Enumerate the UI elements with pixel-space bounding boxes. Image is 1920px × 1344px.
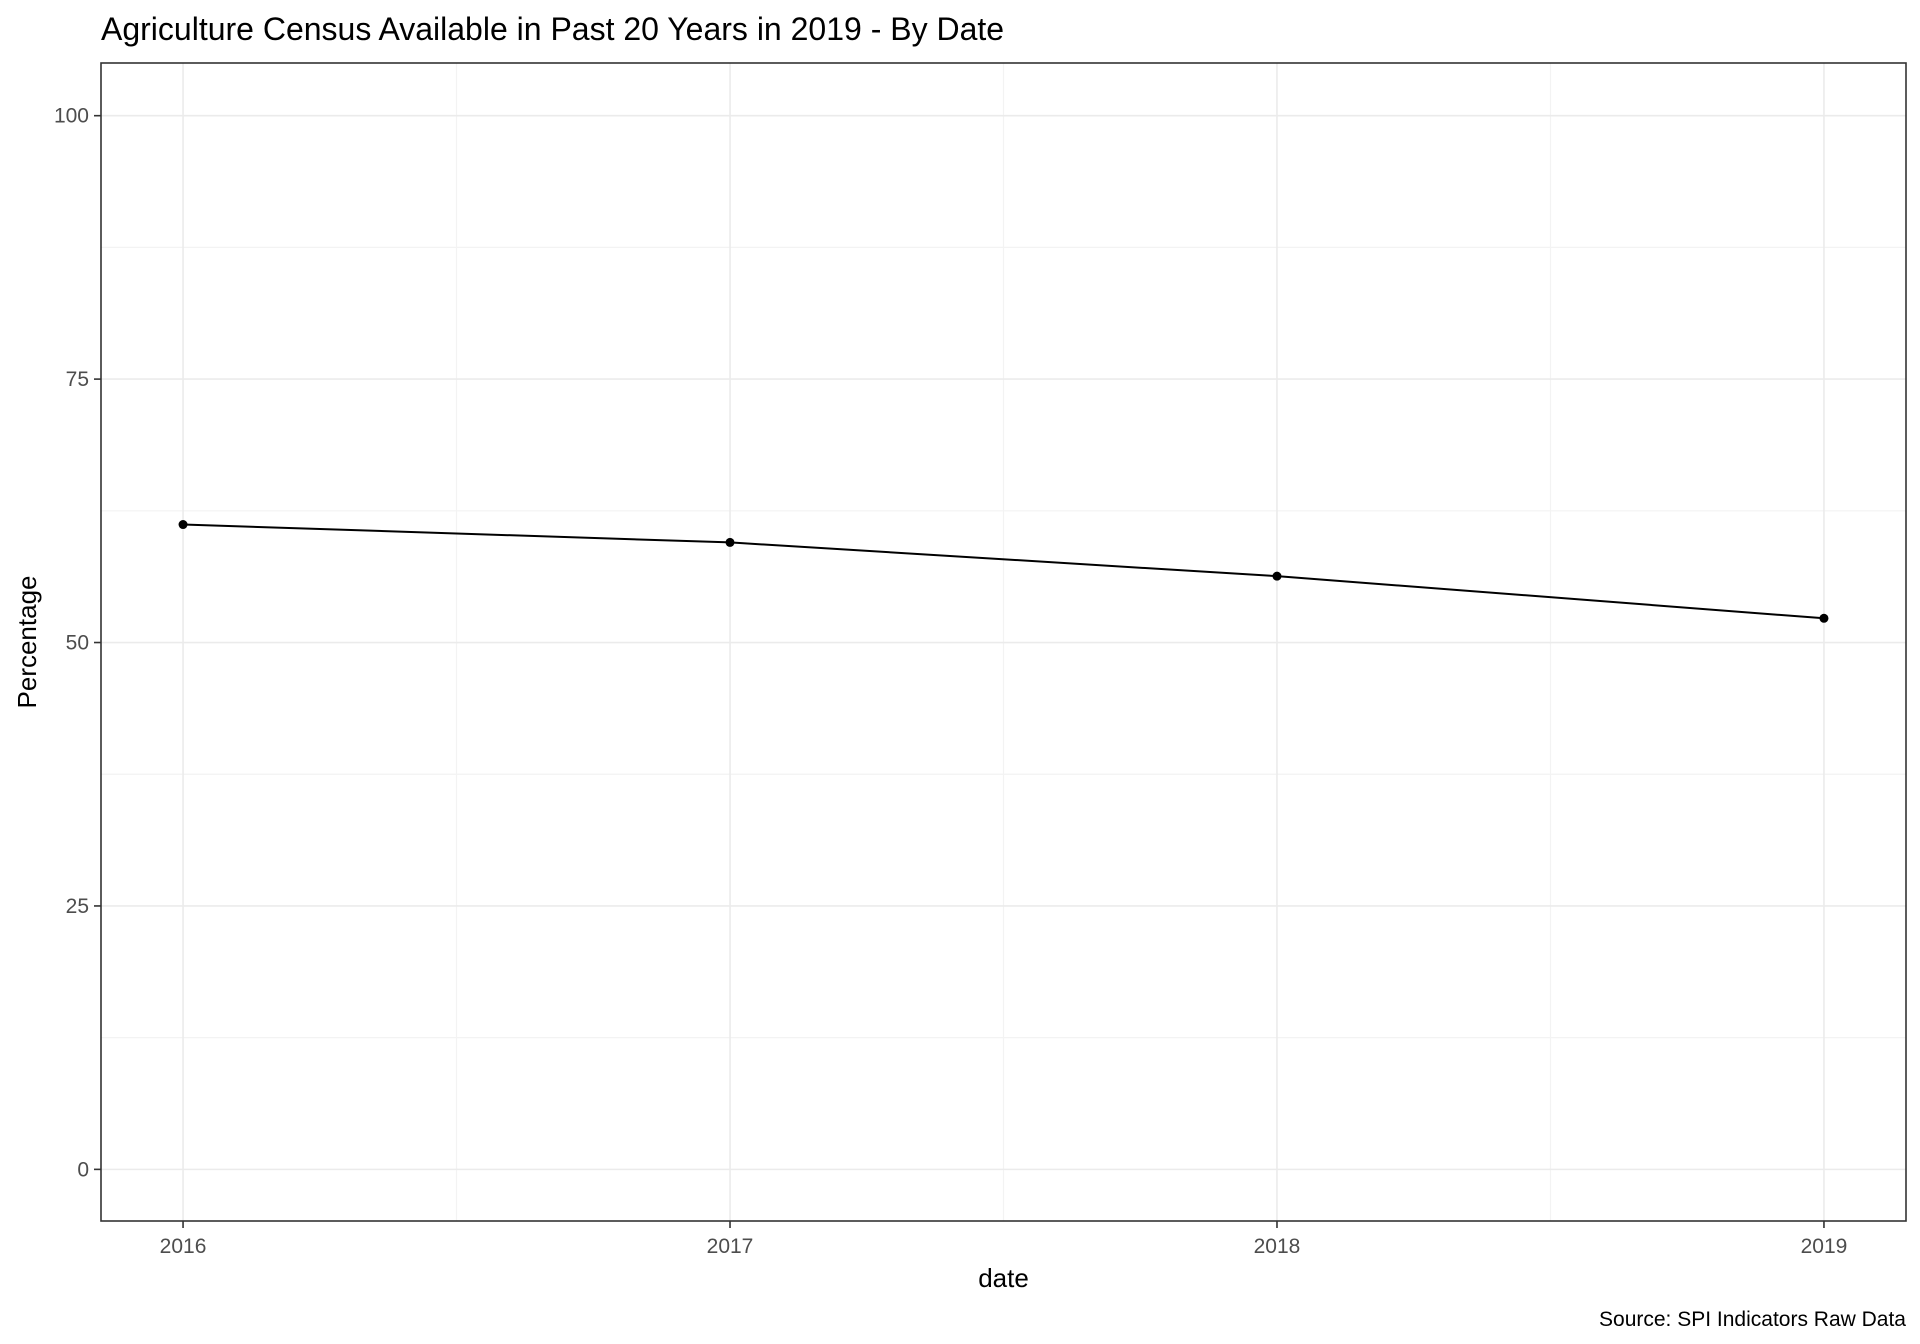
axis-ticks: 0 25 50 75 100 2016 2017 2018 2019 <box>54 105 1847 1258</box>
series-line <box>183 523 1825 620</box>
data-point <box>1272 571 1282 581</box>
x-tick-label: 2017 <box>707 1235 754 1258</box>
y-tick-label: 75 <box>66 368 89 391</box>
series-layer <box>178 520 1829 623</box>
data-point <box>1819 613 1829 623</box>
y-tick-label: 25 <box>66 895 89 918</box>
data-point <box>725 537 735 547</box>
x-tick-label: 2018 <box>1254 1235 1301 1258</box>
x-tick-label: 2016 <box>160 1235 207 1258</box>
y-tick-label: 50 <box>66 632 89 655</box>
grid-lines <box>101 63 1906 1221</box>
x-tick-label: 2019 <box>1801 1235 1848 1258</box>
y-tick-label: 100 <box>54 105 89 128</box>
chart-caption: Source: SPI Indicators Raw Data <box>1599 1308 1906 1331</box>
chart-title: Agriculture Census Available in Past 20 … <box>101 11 1004 47</box>
data-point <box>178 520 188 530</box>
x-axis-label: date <box>978 1263 1029 1293</box>
y-axis-label: Percentage <box>12 576 42 709</box>
y-tick-label: 0 <box>77 1158 89 1181</box>
